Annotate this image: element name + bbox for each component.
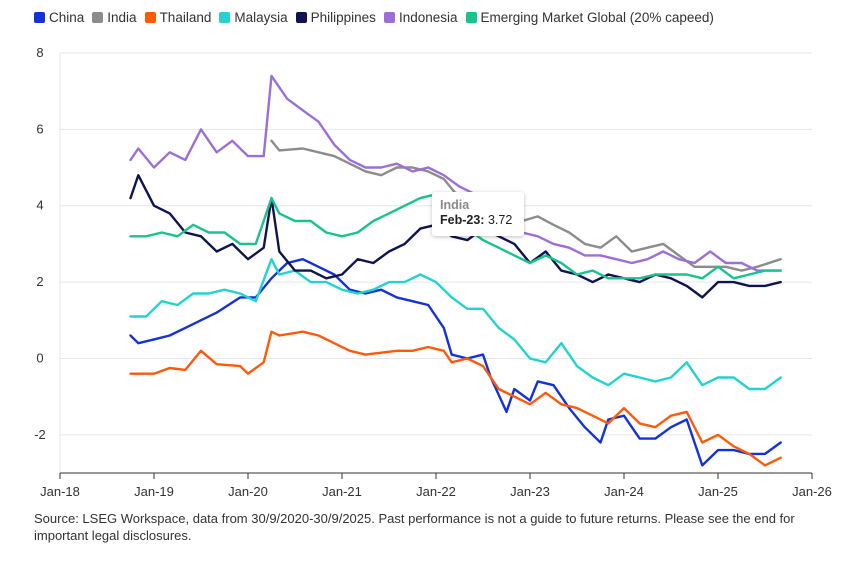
y-tick-label: 8 xyxy=(36,45,43,60)
grid-lines xyxy=(60,52,812,436)
y-tick-label: 0 xyxy=(36,350,43,365)
series-line-thailand xyxy=(129,330,782,467)
tooltip-value-line: Feb-23: 3.72 xyxy=(440,212,516,229)
legend-label: Indonesia xyxy=(398,10,458,25)
legend-swatch xyxy=(465,12,477,23)
legend-swatch xyxy=(383,12,395,23)
legend-swatch xyxy=(144,12,156,23)
y-tick-label: 4 xyxy=(36,198,43,213)
tooltip-value: 3.72 xyxy=(487,213,513,227)
x-tick-label: Jan-18 xyxy=(40,484,80,499)
x-tick-label: Jan-25 xyxy=(698,484,738,499)
legend-item: Thailand xyxy=(144,10,212,25)
series-lines xyxy=(129,74,782,467)
legend-item: Indonesia xyxy=(383,10,458,25)
y-tick-label: -2 xyxy=(34,427,46,442)
legend-item: India xyxy=(92,10,137,25)
x-tick-label: Jan-20 xyxy=(228,484,268,499)
series-line-malaysia xyxy=(129,258,782,391)
legend-swatch xyxy=(92,12,104,23)
legend-item: Emerging Market Global (20% capeed) xyxy=(465,10,714,25)
x-tick-label: Jan-23 xyxy=(510,484,550,499)
x-tick-label: Jan-26 xyxy=(792,484,832,499)
tooltip-series-name: India xyxy=(440,198,470,212)
legend-label: Malaysia xyxy=(234,10,288,25)
legend-label: Thailand xyxy=(159,10,212,25)
hover-tooltip: India Feb-23: 3.72 xyxy=(432,192,524,236)
x-tick-label: Jan-24 xyxy=(604,484,644,499)
legend-item: China xyxy=(34,10,84,25)
x-tick-label: Jan-21 xyxy=(322,484,362,499)
x-tick-label: Jan-22 xyxy=(416,484,456,499)
legend-label: India xyxy=(107,10,137,25)
y-tick-label: 6 xyxy=(36,121,43,136)
series-line-indonesia xyxy=(129,74,782,272)
legend-swatch xyxy=(34,12,45,23)
legend-swatch xyxy=(219,12,231,23)
chart-legend: China India Thailand Malaysia Philippines Ind… xyxy=(34,10,834,25)
x-tick-label: Jan-19 xyxy=(134,484,174,499)
legend-item: Malaysia xyxy=(219,10,288,25)
tick-labels: 8 6 4 2 0 -2 Jan-18 Jan-19 Jan-20 Jan-21 Jan-22 Jan… xyxy=(34,45,832,499)
y-tick-label: 2 xyxy=(36,274,43,289)
legend-label: Philippines xyxy=(310,10,376,25)
tooltip-key: Feb-23: xyxy=(440,213,485,227)
axes xyxy=(59,53,813,479)
legend-label: Emerging Market Global (20% capeed) xyxy=(480,10,714,25)
legend-swatch xyxy=(295,12,307,23)
legend-label: China xyxy=(49,10,85,25)
source-note: Source: LSEG Workspace, data from 30/9/2… xyxy=(34,511,795,543)
legend-item: Philippines xyxy=(295,10,376,25)
line-chart: 8 6 4 2 0 -2 Jan-18 Jan-19 Jan-20 Jan-21 Jan-22 Jan… xyxy=(34,45,832,499)
